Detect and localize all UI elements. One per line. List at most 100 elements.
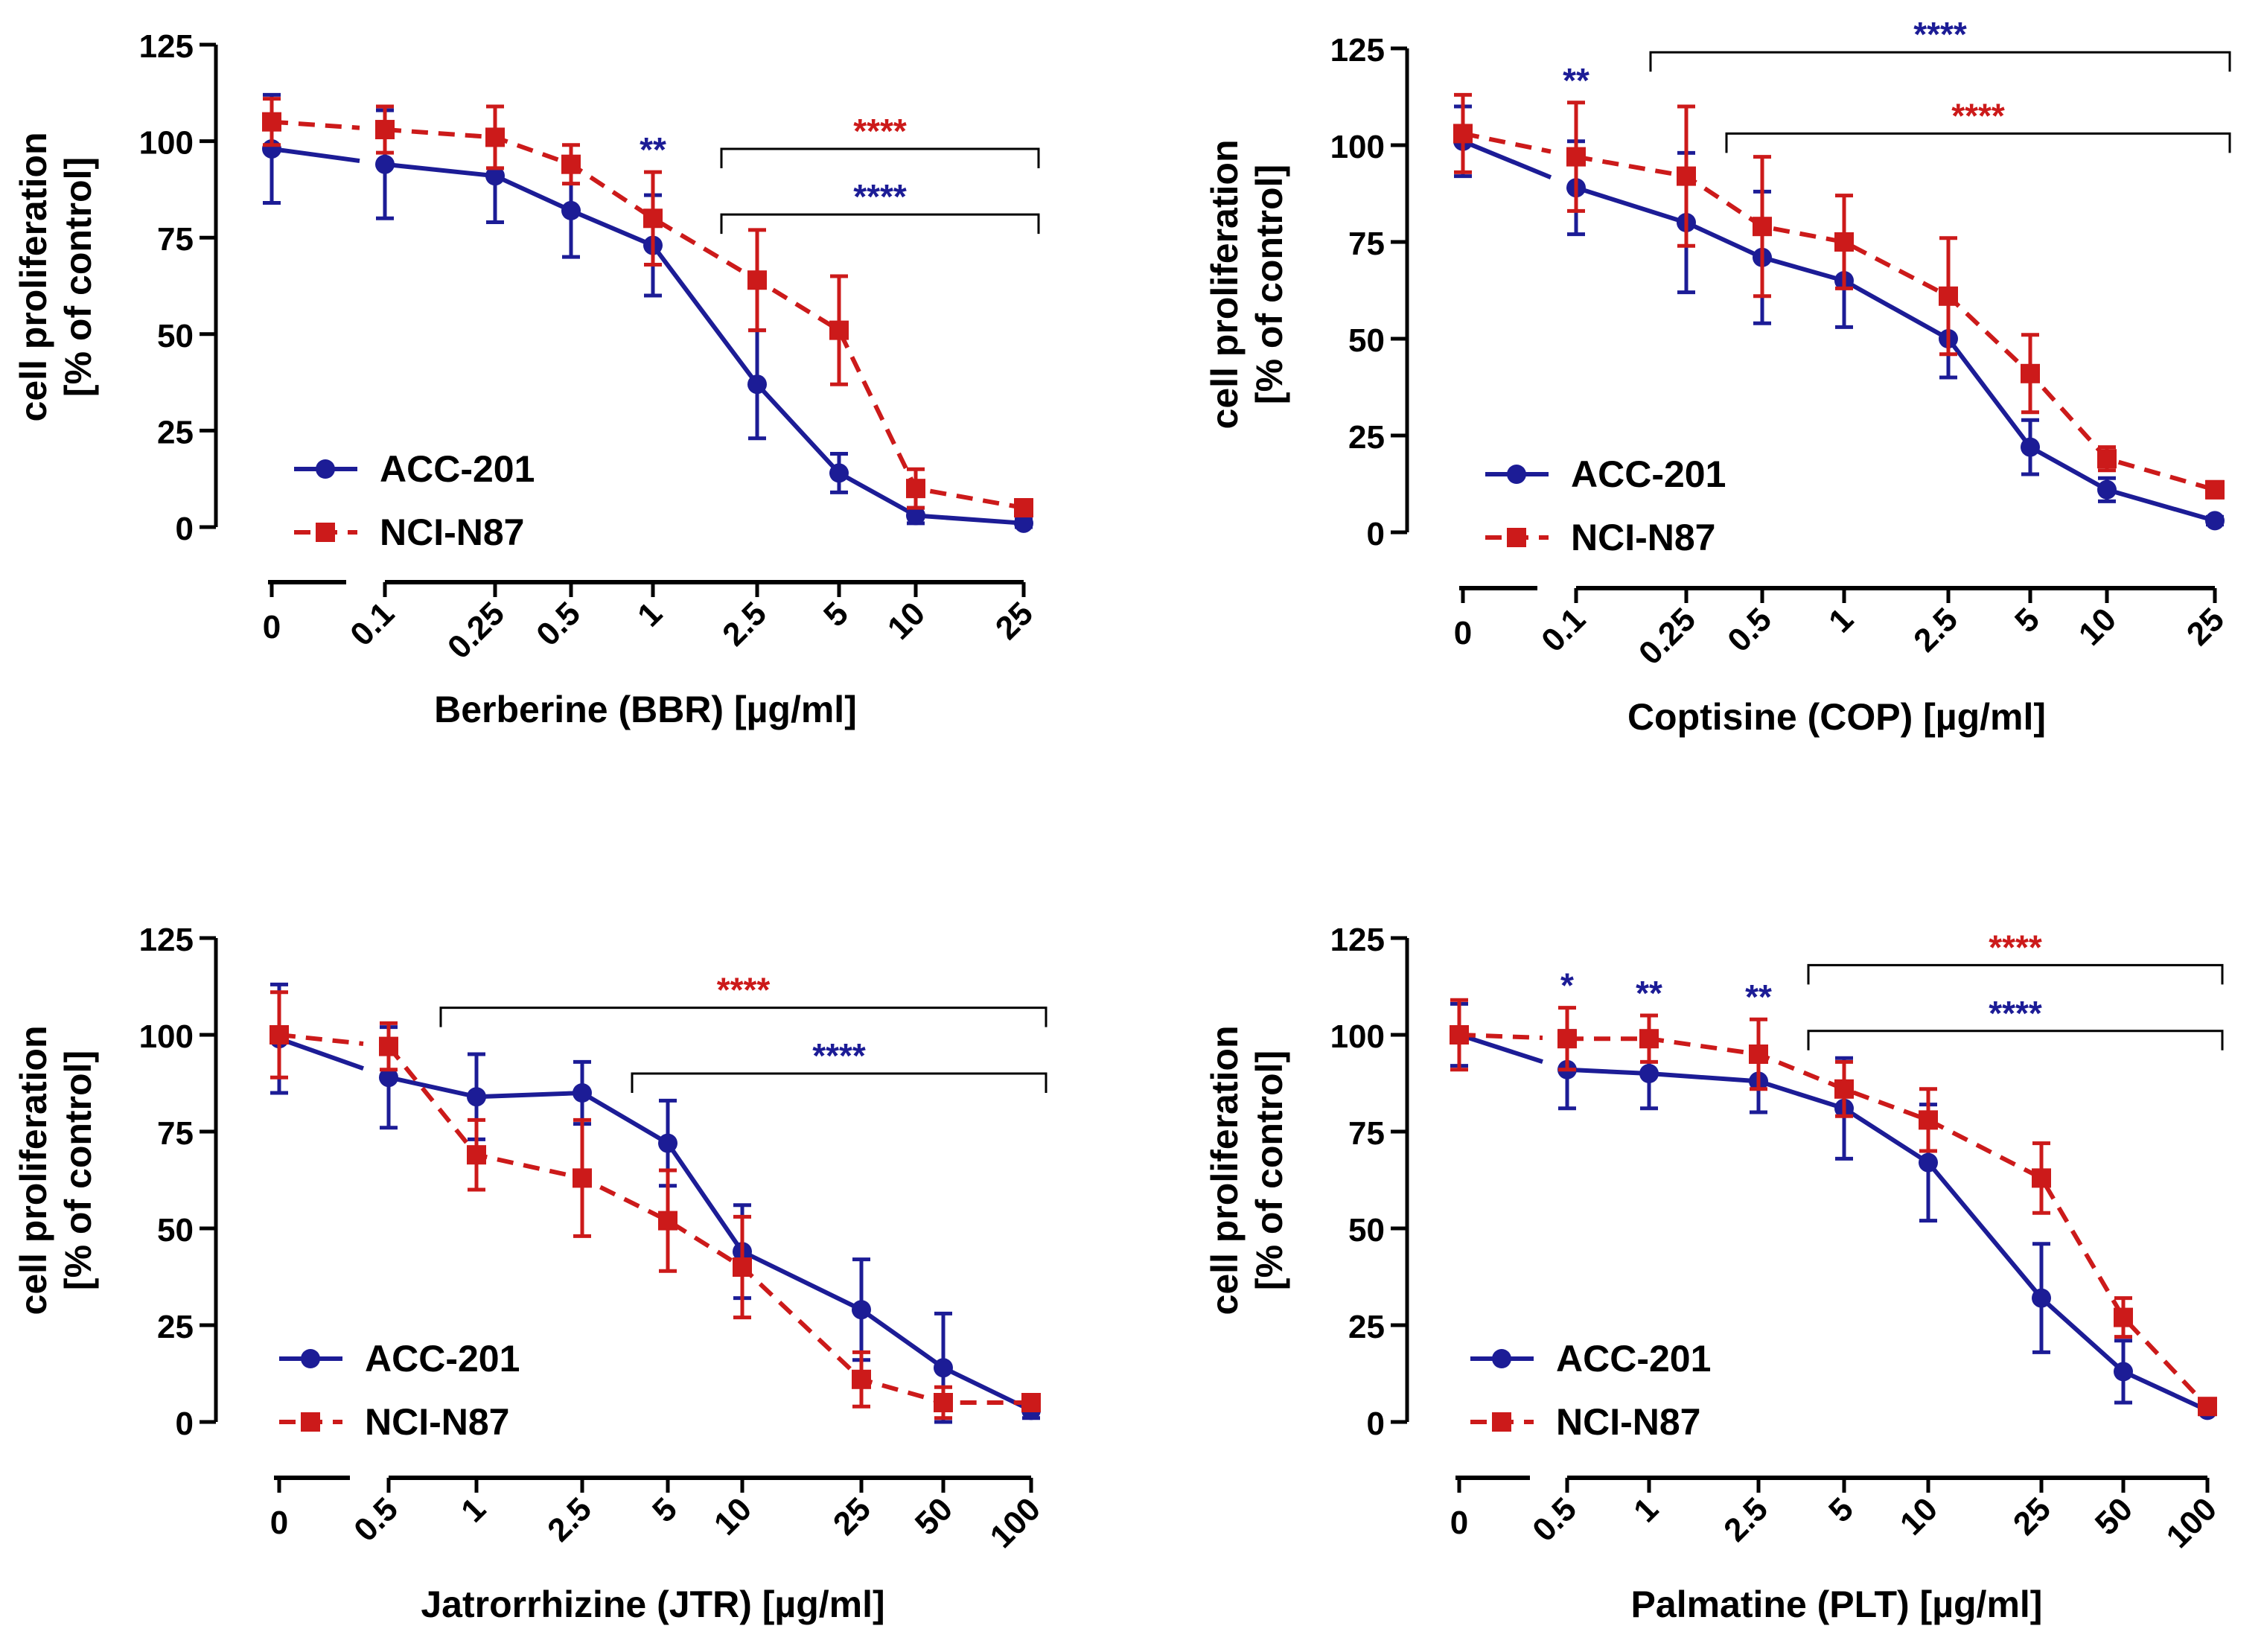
data-point-acc-201 — [2021, 437, 2040, 457]
y-tick-label: 0 — [1367, 1406, 1385, 1442]
y-tick-label: 100 — [1330, 1018, 1385, 1055]
significance-mark: ** — [1636, 974, 1662, 1012]
data-point-nci-n87 — [906, 479, 925, 499]
y-axis-label-line2: [% of control] — [57, 1050, 99, 1290]
y-tick-label: 50 — [1348, 1212, 1385, 1248]
legend-label: NCI-N87 — [380, 511, 524, 553]
data-point-nci-n87 — [1834, 1079, 1854, 1099]
x-tick-label: 0 — [270, 1505, 288, 1541]
y-tick-label: 0 — [176, 511, 194, 547]
data-point-acc-201 — [1014, 513, 1033, 533]
significance-bracket-label: **** — [853, 112, 907, 150]
data-point-nci-n87 — [1939, 286, 1958, 306]
series-line-acc-201 — [1575, 185, 2216, 523]
data-point-nci-n87 — [1450, 1025, 1469, 1045]
data-point-acc-201 — [906, 506, 925, 526]
significance-bracket — [1807, 1030, 2224, 1050]
significance-mark: ** — [1745, 978, 1772, 1016]
data-point-acc-201 — [829, 463, 849, 483]
legend-marker — [316, 459, 335, 479]
legend-marker — [301, 1349, 320, 1368]
data-point-acc-201 — [2205, 511, 2225, 531]
y-axis-label-line1: cell proliferation — [13, 133, 54, 422]
data-point-nci-n87 — [2198, 1397, 2217, 1417]
data-point-nci-n87 — [561, 154, 581, 174]
legend-marker — [1507, 528, 1526, 547]
y-tick-label: 125 — [139, 28, 194, 65]
data-point-nci-n87 — [1919, 1110, 1938, 1130]
y-tick-label: 100 — [139, 125, 194, 162]
data-point-nci-n87 — [829, 320, 849, 340]
significance-bracket — [720, 147, 1040, 168]
y-tick-label: 25 — [1348, 1309, 1385, 1345]
series-line-acc-201 — [1566, 1067, 2209, 1413]
x-tick-label: 0 — [263, 609, 281, 645]
data-point-nci-n87 — [2205, 479, 2225, 500]
y-tick-label: 25 — [1348, 419, 1385, 456]
data-point-acc-201 — [658, 1133, 677, 1153]
data-point-acc-201 — [467, 1087, 486, 1107]
data-point-nci-n87 — [643, 208, 663, 229]
legend-marker — [316, 523, 335, 542]
legend-marker — [301, 1412, 320, 1432]
significance-bracket — [1807, 963, 2224, 985]
legend-label: ACC-201 — [380, 448, 535, 490]
legend-marker — [1492, 1349, 1511, 1368]
significance-bracket-label: **** — [717, 971, 771, 1010]
data-point-acc-201 — [573, 1083, 592, 1103]
data-point-acc-201 — [747, 374, 767, 395]
y-tick-label: 25 — [157, 414, 194, 450]
data-point-acc-201 — [934, 1358, 953, 1378]
data-point-acc-201 — [1639, 1064, 1659, 1083]
data-point-nci-n87 — [1639, 1029, 1659, 1049]
data-point-nci-n87 — [467, 1145, 486, 1165]
data-point-nci-n87 — [1557, 1029, 1577, 1049]
significance-mark: * — [1560, 966, 1574, 1005]
series-line-stub — [271, 119, 360, 130]
series-line-stub — [278, 1036, 365, 1071]
legend-label: NCI-N87 — [1556, 1401, 1700, 1443]
data-point-nci-n87 — [1753, 217, 1772, 237]
y-tick-label: 75 — [157, 221, 194, 258]
significance-bracket — [1649, 51, 2231, 72]
data-point-nci-n87 — [1677, 166, 1696, 186]
data-point-nci-n87 — [2021, 363, 2040, 383]
y-axis-label-line2: [% of control] — [1249, 165, 1290, 404]
data-point-acc-201 — [375, 154, 395, 174]
x-tick-label: 0 — [1454, 615, 1472, 651]
x-axis-label: Berberine (BBR) [µg/ml] — [434, 689, 857, 730]
data-point-nci-n87 — [852, 1369, 871, 1389]
data-point-acc-201 — [852, 1300, 871, 1320]
series-line-nci-n87 — [1567, 1036, 2210, 1409]
data-point-nci-n87 — [1021, 1393, 1041, 1412]
x-axis-label: Jatrorrhizine (JTR) [µg/ml] — [421, 1584, 884, 1625]
data-point-nci-n87 — [379, 1036, 398, 1056]
series-line-acc-201 — [388, 1075, 1033, 1413]
y-tick-label: 50 — [157, 318, 194, 354]
data-point-acc-201 — [2032, 1288, 2051, 1308]
significance-bracket — [1725, 132, 2231, 153]
series-line-nci-n87 — [386, 1045, 1031, 1405]
data-point-nci-n87 — [1834, 232, 1854, 252]
significance-bracket-label: **** — [812, 1036, 866, 1075]
series-line-stub — [1462, 131, 1552, 154]
significance-bracket — [631, 1072, 1048, 1093]
data-point-nci-n87 — [1453, 124, 1473, 144]
series-line-stub — [271, 146, 360, 164]
y-axis-label-line1: cell proliferation — [1204, 1026, 1246, 1315]
data-point-nci-n87 — [2097, 449, 2117, 469]
y-tick-label: 100 — [139, 1018, 194, 1055]
legend-marker — [1507, 465, 1526, 484]
data-point-nci-n87 — [2032, 1168, 2051, 1188]
y-tick-label: 25 — [157, 1309, 194, 1345]
data-point-nci-n87 — [1749, 1045, 1768, 1064]
y-axis-label-line1: cell proliferation — [13, 1026, 54, 1315]
y-tick-label: 0 — [176, 1406, 194, 1442]
y-tick-label: 0 — [1367, 516, 1385, 552]
series-line-stub — [1461, 139, 1552, 180]
data-point-nci-n87 — [733, 1257, 752, 1277]
data-point-nci-n87 — [2114, 1307, 2133, 1327]
